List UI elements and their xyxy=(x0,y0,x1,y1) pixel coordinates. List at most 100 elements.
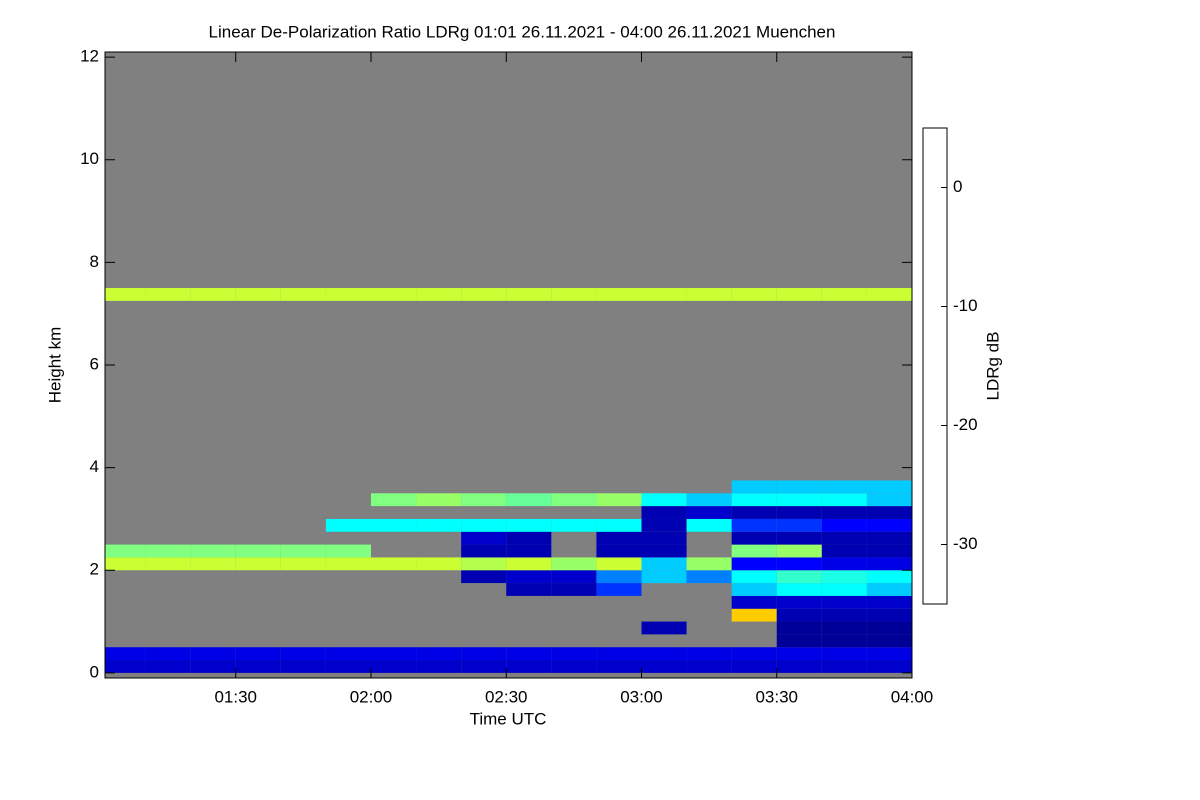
x-tick-label: 03:00 xyxy=(620,687,663,706)
y-tick-label: 8 xyxy=(90,252,99,271)
heatmap-cell xyxy=(641,506,687,519)
heatmap-cell xyxy=(461,660,507,673)
heatmap-cell xyxy=(821,634,867,648)
heatmap-cell xyxy=(461,288,507,301)
heatmap-cell xyxy=(686,660,732,673)
heatmap-cell xyxy=(235,288,281,301)
y-tick-label: 0 xyxy=(90,662,99,681)
heatmap-cell xyxy=(776,647,822,661)
heatmap-cell xyxy=(686,557,732,571)
heatmap-cell xyxy=(641,493,687,507)
heatmap-cell xyxy=(821,608,867,622)
colorbar-tick-label: -20 xyxy=(953,415,978,434)
heatmap-cell xyxy=(325,288,371,301)
heatmap-cell xyxy=(866,480,912,494)
heatmap-cell xyxy=(551,518,597,532)
heatmap-cell xyxy=(866,634,912,648)
heatmap-cell xyxy=(506,531,552,545)
heatmap-cell xyxy=(821,570,867,584)
x-tick-label: 02:00 xyxy=(350,687,393,706)
heatmap-cell xyxy=(866,518,912,532)
heatmap-cell xyxy=(506,518,552,532)
heatmap-cell xyxy=(731,531,777,545)
heatmap-cell xyxy=(686,506,732,519)
heatmap-cell xyxy=(551,570,597,584)
heatmap-cell xyxy=(731,660,777,673)
heatmap-cell xyxy=(596,518,642,532)
heatmap-cell xyxy=(506,660,552,673)
heatmap-cell xyxy=(821,506,867,519)
x-axis-label: Time UTC xyxy=(470,709,547,728)
heatmap-cell xyxy=(866,595,912,609)
heatmap-cell xyxy=(776,480,822,494)
heatmap-cell xyxy=(866,583,912,596)
heatmap-cell xyxy=(190,544,236,558)
heatmap-cell xyxy=(596,583,642,596)
heatmap-cell xyxy=(731,480,777,494)
heatmap-cell xyxy=(641,557,687,571)
heatmap-cell xyxy=(325,647,371,661)
y-tick-label: 6 xyxy=(90,354,99,373)
heatmap-cell xyxy=(370,493,417,507)
heatmap-cell xyxy=(731,493,777,507)
heatmap-cell xyxy=(235,660,281,673)
heatmap-cell xyxy=(731,288,777,301)
heatmap-cell xyxy=(686,288,732,301)
heatmap-cell xyxy=(776,518,822,532)
heatmap-cell xyxy=(370,557,417,571)
heatmap-cell xyxy=(190,288,236,301)
colorbar-tick-label: -10 xyxy=(953,296,978,315)
heatmap-cell xyxy=(821,288,867,301)
heatmap-cell xyxy=(821,647,867,661)
heatmap-cell xyxy=(731,557,777,571)
heatmap-cell xyxy=(145,660,191,673)
colorbar-tick-label: -30 xyxy=(953,534,978,553)
heatmap-cell xyxy=(641,621,687,635)
heatmap-cell xyxy=(506,493,552,507)
heatmap-cell xyxy=(551,557,597,571)
x-tick-label: 04:00 xyxy=(891,687,934,706)
heatmap-cell xyxy=(235,557,281,571)
colorbar-tick-label: 0 xyxy=(953,177,962,196)
heatmap-cell xyxy=(461,557,507,571)
heatmap-cell xyxy=(776,288,822,301)
heatmap-cell xyxy=(325,518,371,532)
heatmap-cell xyxy=(325,557,371,571)
heatmap-cell xyxy=(596,544,642,558)
heatmap-cell xyxy=(416,493,462,507)
heatmap-cell xyxy=(821,621,867,635)
heatmap-cell xyxy=(686,493,732,507)
heatmap-cell xyxy=(641,288,687,301)
heatmap-cell xyxy=(280,544,326,558)
heatmap-cell xyxy=(190,647,236,661)
heatmap-cell xyxy=(686,570,732,584)
heatmap-cell xyxy=(776,595,822,609)
y-tick-label: 2 xyxy=(90,560,99,579)
heatmap-cell xyxy=(776,634,822,648)
heatmap-cell xyxy=(731,647,777,661)
heatmap-cell xyxy=(370,288,417,301)
heatmap-cell xyxy=(461,493,507,507)
heatmap-cell xyxy=(551,493,597,507)
heatmap-cell xyxy=(461,544,507,558)
heatmap-cell xyxy=(461,518,507,532)
y-tick-label: 12 xyxy=(80,47,99,66)
heatmap-cell xyxy=(821,518,867,532)
heatmap-cell xyxy=(731,595,777,609)
heatmap-cell xyxy=(416,647,462,661)
heatmap-cell xyxy=(190,660,236,673)
x-tick-label: 03:30 xyxy=(755,687,798,706)
heatmap-cell xyxy=(235,647,281,661)
heatmap-cell xyxy=(866,544,912,558)
heatmap-cell xyxy=(461,647,507,661)
heatmap-cell xyxy=(686,518,732,532)
heatmap-cell xyxy=(105,660,146,673)
heatmap-cell xyxy=(731,506,777,519)
heatmap-cell xyxy=(325,660,371,673)
heatmap-cell xyxy=(280,647,326,661)
heatmap-cell xyxy=(461,570,507,584)
heatmap-cell xyxy=(776,570,822,584)
heatmap-cell xyxy=(641,518,687,532)
heatmap-cell xyxy=(506,570,552,584)
heatmap-cell xyxy=(596,660,642,673)
